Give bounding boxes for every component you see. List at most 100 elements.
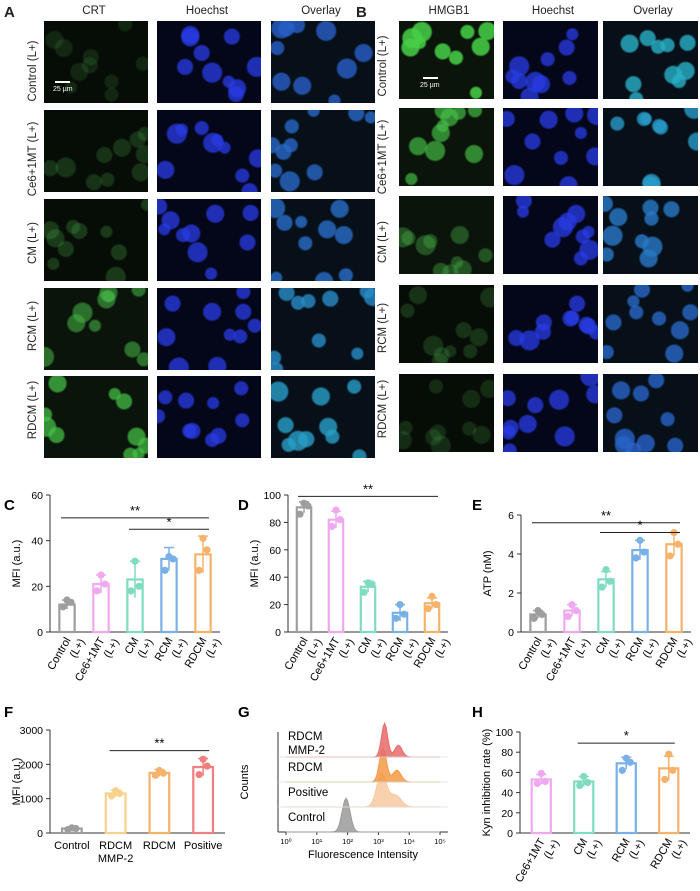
ytick-label-d-2: 40: [269, 572, 281, 584]
bar-h-0: [530, 778, 552, 835]
point-h-1-2: [580, 772, 588, 781]
scale-text-b: 25 µm: [420, 82, 440, 89]
ytick-label-c-1: 20: [31, 581, 43, 593]
ytick-label-h-5: 100: [495, 727, 513, 739]
bar-h-2: [615, 762, 637, 835]
point-h-0-0: [533, 779, 541, 788]
point-e-0-0: [530, 614, 538, 622]
ytick-label-c-0: 0: [37, 627, 43, 639]
series-label-g-0: Control: [288, 812, 325, 824]
point-e-2-1: [606, 577, 614, 585]
micrograph-a-r4-c2: [271, 376, 375, 458]
point-d-3-1: [400, 610, 408, 618]
point-d-1-1: [336, 516, 344, 524]
category-label-f-3: Positive: [184, 840, 223, 852]
micrograph-a-r4-c0: [44, 376, 148, 458]
point-h-1-0: [576, 781, 584, 790]
micrograph-a-r0-c1: [157, 21, 261, 103]
ytick-label-f-0: 0: [37, 828, 43, 840]
scale-text-a: 25 µm: [53, 86, 73, 93]
point-d-3-0: [392, 614, 400, 622]
point-c-1-2: [97, 571, 105, 579]
point-h-2-2: [622, 754, 630, 762]
xtick-label-g-1: 10¹: [311, 837, 322, 846]
micrograph-b-r0-c0: [399, 21, 494, 99]
category-label-e-2: CM(L+): [594, 630, 627, 663]
ylabel-d: MFI (a.u.): [249, 540, 261, 588]
category-label-h-1: CM(L+): [571, 831, 604, 864]
micrograph-b-r1-c1: [503, 108, 598, 186]
category-label-c-4: RDCM(L+): [183, 630, 224, 676]
sig-label-c-1: *: [166, 514, 171, 529]
point-e-3-1: [640, 548, 648, 556]
ytick-label-c-3: 60: [31, 490, 43, 502]
micrograph-a-r2-c1: [157, 199, 261, 281]
point-d-1-0: [328, 522, 336, 531]
point-d-4-2: [428, 592, 436, 600]
category-label-f-1: RDCM MMP-2: [98, 840, 133, 865]
micrograph-b-r4-c1: [503, 374, 598, 452]
panel-letter-e: E: [472, 497, 482, 514]
micrograph-b-r4-c0: [399, 374, 494, 452]
micrograph-a-r1-c1: [157, 110, 261, 192]
bar-f-2: [148, 771, 171, 835]
sig-label-e-0: **: [601, 508, 611, 523]
micrograph-a-r3-c2: [271, 288, 375, 370]
point-e-1-2: [568, 601, 576, 609]
panel-letter-a: A: [4, 4, 15, 21]
micrograph-b-r0-c2: [603, 21, 698, 99]
ylabel-e: ATP (nM): [482, 550, 494, 596]
point-e-2-0: [598, 583, 606, 591]
point-e-0-2: [534, 606, 542, 615]
category-label-h-2: RCM(L+): [610, 831, 647, 870]
sig-label-c-0: **: [130, 503, 140, 518]
micrograph-a-r3-c1: [157, 288, 261, 370]
point-h-3-0: [661, 775, 669, 784]
point-f-2-2: [155, 766, 163, 775]
point-c-4-1: [203, 546, 211, 554]
sig-label-h-0: *: [624, 728, 629, 743]
micrograph-a-r2-c2: [271, 199, 375, 281]
sig-label-d-0: **: [363, 481, 373, 496]
point-c-2-1: [135, 582, 143, 590]
ytick-label-e-2: 4: [508, 549, 514, 561]
point-h-3-1: [669, 766, 677, 774]
ytick-label-c-2: 40: [31, 536, 43, 548]
point-d-0-2: [300, 499, 308, 507]
ylabel-g: Counts: [239, 764, 251, 799]
panel-letter-f: F: [4, 704, 13, 721]
point-d-1-2: [332, 506, 340, 514]
point-e-3-2: [636, 536, 644, 544]
micrograph-a-r4-c1: [157, 376, 261, 458]
point-c-2-2: [131, 557, 139, 565]
micrograph-a-r0-c2: [271, 21, 375, 103]
micrograph-b-r2-c0: [399, 196, 494, 274]
scale-bar-b: [423, 77, 438, 79]
ylabel-c: MFI (a.u.): [11, 540, 23, 588]
ytick-label-d-3: 60: [269, 545, 281, 557]
point-h-1-1: [584, 778, 592, 787]
point-c-0-0: [59, 603, 67, 611]
point-f-3-1: [203, 762, 211, 770]
column-header-overlay-a: Overlay: [301, 5, 341, 17]
xlabel-g: Fluorescence Intensity: [308, 849, 419, 861]
micrograph-b-r3-c0: [399, 285, 494, 363]
bar-h-1: [573, 780, 595, 835]
sig-label-f-0: **: [154, 736, 164, 751]
micrograph-b-r3-c1: [503, 285, 598, 363]
ytick-label-e-3: 6: [508, 510, 514, 522]
column-header-hoechst-a: Hoechst: [185, 5, 229, 17]
scale-bar-a: [55, 81, 70, 83]
xtick-label-g-4: 10⁴: [403, 837, 415, 846]
point-c-0-2: [63, 596, 71, 604]
category-label-f-0: Control: [54, 840, 89, 852]
ytick-label-h-0: 0: [507, 828, 513, 840]
ylabel-h: Kyn inhibition rate (%): [481, 729, 493, 837]
series-label-g-1: Positive: [288, 787, 328, 799]
point-c-3-0: [161, 566, 169, 574]
point-d-0-0: [296, 510, 304, 518]
point-h-2-0: [618, 766, 626, 774]
column-header-overlay-b: Overlay: [633, 5, 673, 17]
ytick-label-d-5: 100: [263, 490, 281, 502]
